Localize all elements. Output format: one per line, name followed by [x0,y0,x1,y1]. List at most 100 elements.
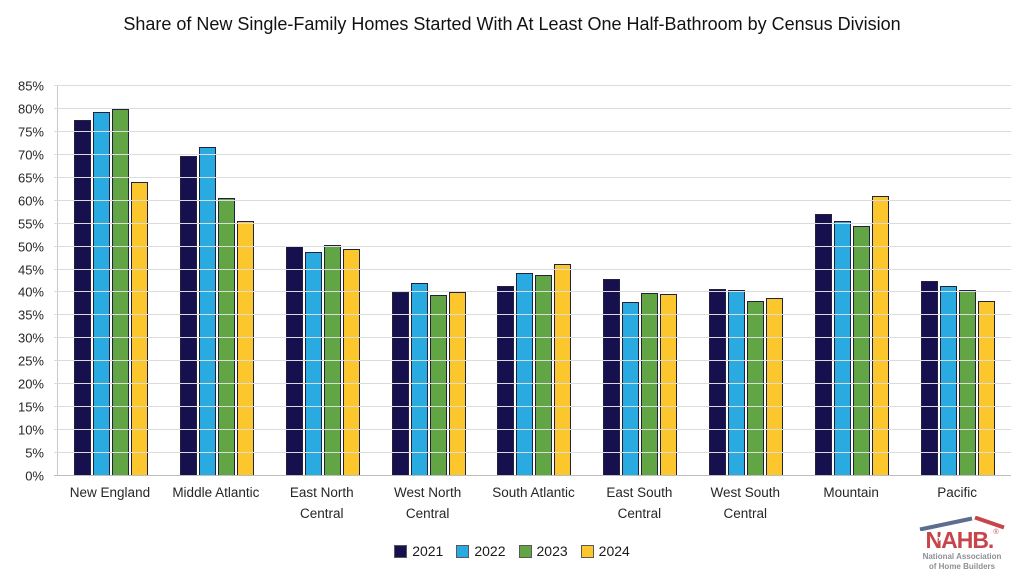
x-category-label: New England [69,485,151,500]
gridline [54,85,1011,86]
y-tick-label: 50% [17,239,44,255]
bar-2021 [920,280,938,476]
bar-2023 [641,292,659,476]
legend-item-2023: 2023 [518,543,568,559]
gridline [54,383,1011,385]
bar-2024 [554,264,572,476]
bar-2021 [815,213,833,476]
gridline [54,475,1011,476]
bar-2024 [766,297,784,476]
bar-2023 [747,300,765,476]
x-category-label: Pacific [937,485,977,500]
nahb-wordmark-text: NAHB. [925,527,994,553]
nahb-subtitle-line1: National Association [922,552,1002,561]
legend-swatch [394,544,408,558]
bar-group-3 [391,86,466,476]
bar-2022 [939,286,957,476]
bar-group-1 [179,86,254,476]
bar-2023 [429,295,447,476]
bar-group-7 [815,86,890,476]
legend-item-2021: 2021 [394,543,443,559]
star-icon: ★ [937,534,944,543]
y-tick-label: 70% [17,147,44,163]
y-tick-label: 75% [17,124,44,140]
bar-2024 [660,293,678,476]
gridline [54,291,1011,293]
gridline [54,337,1011,339]
y-axis-labels: 0% 5% 10% 15% 20% 25% 30% 35% 40% 45% 50% 55% 60% 65%… [0,79,50,484]
y-tick-label: 0% [25,468,44,484]
y-tick-label: 5% [25,445,44,461]
chart-title: Share of New Single-Family Homes Started… [0,11,1024,39]
bar-group-4 [497,86,572,476]
registered-trademark-symbol: ® [993,529,999,536]
y-tick-label: 10% [17,422,44,438]
bar-2023 [111,109,129,476]
bar-2024 [872,195,890,476]
gridline [54,130,1011,132]
x-category-label: West North Central [393,485,462,521]
nahb-logo: NAHB.® ★ National Association of Home Bui… [914,516,1010,571]
x-category-label: East South Central [606,485,673,521]
legend: 2021 2022 2023 2024 [0,543,1024,559]
y-tick-label: 55% [17,216,44,232]
nahb-wordmark: NAHB.® ★ [914,529,1010,552]
gridline [54,452,1011,454]
bar-2023 [853,226,871,476]
legend-label: 2023 [536,543,568,559]
bar-group-0 [73,86,148,476]
bar-group-2 [285,86,360,476]
gridline [54,107,1011,109]
y-tick-label: 45% [17,262,44,278]
bar-2022 [198,147,216,476]
x-axis-labels: New England Middle Atlantic East North Cen… [57,483,1010,525]
gridline [54,176,1011,178]
y-tick-label: 65% [17,170,44,186]
legend-swatch [580,544,594,558]
y-tick-label: 40% [17,284,44,300]
bar-2024 [342,248,360,476]
gridline [54,153,1011,155]
nahb-subtitle-line2: of Home Builders [928,561,996,571]
bar-2024 [236,221,254,476]
y-tick-label: 30% [17,330,44,346]
chart-title-text: Share of New Single-Family Homes Started… [123,14,901,34]
plot-area [54,85,1011,476]
gridline [54,268,1011,270]
gridline [54,406,1011,408]
nahb-roof-icon [919,516,1005,531]
bar-2021 [497,285,515,476]
gridline [54,360,1011,362]
bar-2022 [92,111,110,476]
bar-groups [58,86,1011,476]
legend-label: 2024 [598,543,630,559]
x-category-label: Middle Atlantic [172,485,260,500]
bar-2022 [622,301,640,476]
x-category-label: West South Central [710,485,781,521]
gridline [54,429,1011,431]
y-tick-label: 60% [17,193,44,209]
x-category-label: East North Central [289,485,354,521]
bar-2022 [516,273,534,476]
bar-group-5 [603,86,678,476]
legend-label: 2022 [474,543,506,559]
y-tick-label: 35% [17,307,44,323]
legend-item-2022: 2022 [456,543,506,559]
x-category-label: Mountain [823,485,879,500]
bar-2021 [179,155,197,476]
y-tick-label: 25% [17,353,44,369]
x-category-label: South Atlantic [492,485,575,500]
bar-group-6 [709,86,784,476]
legend-swatch [518,544,532,558]
bar-2022 [834,220,852,476]
bar-2024 [130,182,148,476]
legend-item-2024: 2024 [580,543,630,559]
bar-2023 [535,274,553,476]
bar-group-8 [920,86,995,476]
y-tick-label: 85% [17,78,44,94]
gridline [54,314,1011,316]
bar-2024 [977,300,995,476]
gridline [54,199,1011,201]
gridline [54,222,1011,224]
